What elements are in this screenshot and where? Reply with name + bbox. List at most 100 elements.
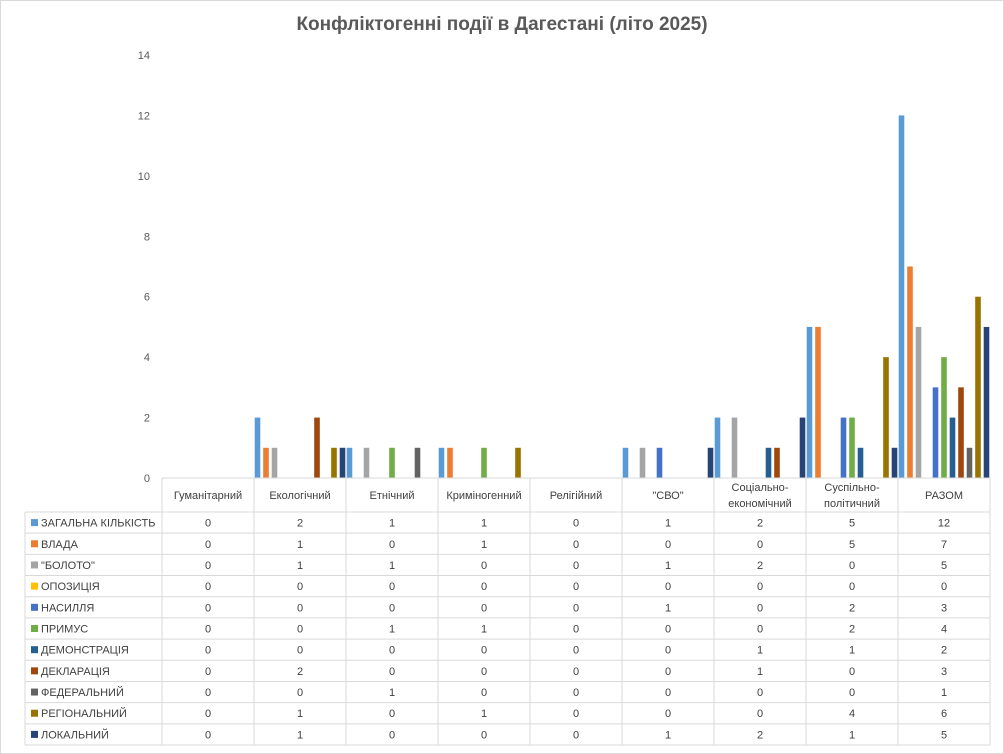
table-cell-value: 2 — [757, 560, 763, 572]
bar — [983, 326, 990, 478]
table-cell-value: 0 — [481, 687, 487, 699]
table-cell-value: 0 — [297, 645, 303, 657]
bar — [346, 447, 353, 478]
table-cell-value: 0 — [205, 708, 211, 720]
legend-key — [31, 709, 38, 717]
legend-key — [31, 667, 38, 675]
category-label: політичний — [824, 498, 880, 510]
y-tick-label: 8 — [144, 231, 150, 243]
bar — [975, 296, 981, 478]
table-cell-value: 2 — [297, 518, 303, 530]
table-cell-value: 7 — [941, 539, 947, 551]
table-cell-value: 0 — [481, 729, 487, 741]
bar — [331, 447, 337, 478]
bar — [339, 447, 346, 478]
bar — [271, 447, 278, 478]
series-name: "БОЛОТО" — [41, 560, 95, 572]
series-name: ПРИМУС — [41, 624, 88, 636]
table-cell-value: 0 — [849, 560, 855, 572]
bar — [849, 417, 855, 478]
legend-key — [31, 561, 38, 569]
y-tick-label: 4 — [144, 352, 150, 364]
series-name: ОПОЗИЦІЯ — [41, 581, 100, 593]
category-label: Етнічний — [370, 490, 415, 502]
table-cell-value: 0 — [205, 645, 211, 657]
table-cell-value: 0 — [757, 602, 763, 614]
table-cell-value: 0 — [389, 645, 395, 657]
table-cell-value: 0 — [389, 729, 395, 741]
bar — [622, 447, 629, 478]
legend-key — [31, 519, 38, 527]
table-cell-value: 0 — [665, 645, 671, 657]
table-cell-value: 0 — [757, 624, 763, 636]
category-label: Екологічний — [269, 490, 330, 502]
table-cell-value: 0 — [665, 539, 671, 551]
bar — [438, 447, 445, 478]
bar — [515, 447, 521, 478]
legend-key — [31, 688, 38, 696]
table-cell-value: 1 — [665, 602, 671, 614]
table-cell-value: 3 — [941, 602, 947, 614]
table-cell-value: 2 — [757, 518, 763, 530]
table-cell-value: 0 — [849, 687, 855, 699]
table-cell-value: 0 — [573, 729, 579, 741]
bar — [254, 417, 261, 478]
table-cell-value: 0 — [941, 581, 947, 593]
table-cell-value: 0 — [205, 624, 211, 636]
table-cell-value: 0 — [297, 624, 303, 636]
table-cell-value: 1 — [665, 518, 671, 530]
legend-key — [31, 582, 38, 590]
y-tick-label: 6 — [144, 292, 150, 304]
table-cell-value: 0 — [573, 645, 579, 657]
bar — [414, 447, 421, 478]
table-cell-value: 4 — [849, 708, 855, 720]
category-label: економічний — [728, 498, 791, 510]
table-cell-value: 0 — [665, 624, 671, 636]
legend-key — [31, 646, 38, 654]
table-cell-value: 0 — [849, 666, 855, 678]
bar — [857, 447, 864, 478]
category-label: Соціально- — [732, 482, 789, 494]
table-cell-value: 2 — [849, 602, 855, 614]
bar — [481, 447, 487, 478]
table-cell-value: 0 — [481, 645, 487, 657]
y-tick-label: 12 — [138, 110, 150, 122]
table-cell-value: 5 — [941, 560, 947, 572]
table-cell-value: 1 — [481, 518, 487, 530]
y-tick-label: 2 — [144, 413, 150, 425]
table-cell-value: 0 — [573, 518, 579, 530]
table-cell-value: 1 — [389, 560, 395, 572]
table-cell-value: 0 — [573, 602, 579, 614]
table-cell-value: 1 — [665, 560, 671, 572]
table-cell-value: 0 — [297, 581, 303, 593]
table-cell-value: 1 — [941, 687, 947, 699]
table-cell-value: 0 — [297, 602, 303, 614]
table-cell-value: 0 — [205, 539, 211, 551]
category-label: Релігійний — [550, 490, 602, 502]
table-cell-value: 1 — [389, 518, 395, 530]
y-tick-label: 10 — [138, 171, 150, 183]
table-cell-value: 1 — [297, 560, 303, 572]
table-cell-value: 0 — [205, 666, 211, 678]
table-cell-value: 0 — [389, 539, 395, 551]
bar — [840, 417, 847, 478]
table-cell-value: 0 — [757, 687, 763, 699]
table-cell-value: 0 — [573, 581, 579, 593]
bar — [966, 447, 973, 478]
table-cell-value: 0 — [573, 539, 579, 551]
series-name: ВЛАДА — [41, 539, 79, 551]
series-name: ДЕМОНСТРАЦІЯ — [41, 645, 129, 657]
table-cell-value: 2 — [757, 729, 763, 741]
table-cell-value: 1 — [481, 624, 487, 636]
table-cell-value: 0 — [297, 687, 303, 699]
table-cell-value: 0 — [757, 581, 763, 593]
bar — [799, 417, 806, 478]
table-cell-value: 0 — [389, 602, 395, 614]
bar — [639, 447, 646, 478]
table-cell-value: 5 — [941, 729, 947, 741]
table-cell-value: 0 — [573, 624, 579, 636]
bar — [949, 417, 956, 478]
chart-title: Конфліктогенні події в Дагестані (літо 2… — [296, 14, 708, 35]
bar — [389, 447, 395, 478]
